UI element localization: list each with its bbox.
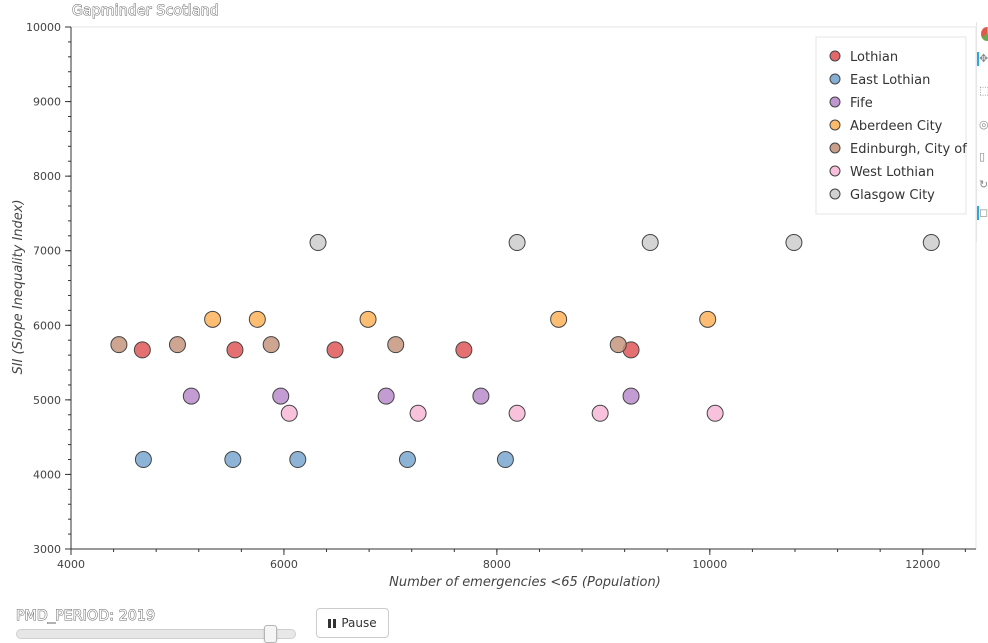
x-tick-label: 8000	[483, 558, 511, 571]
legend-marker	[829, 119, 841, 131]
data-point	[272, 387, 290, 405]
scatter-chart: 3000 4000 5000 6000 7000 8000 9000 10000 4000 600…	[11, 21, 977, 590]
toolbar: ✥ ⬚ ◎ ▯ ↻ ◻	[976, 22, 988, 242]
slider-handle[interactable]	[263, 625, 277, 643]
data-point	[182, 387, 200, 405]
pause-button-label: Pause	[341, 616, 377, 630]
data-point	[508, 234, 526, 252]
data-point	[455, 341, 473, 359]
data-point	[133, 341, 151, 359]
y-tick-label: 10000	[26, 21, 61, 34]
legend-label: Fife	[850, 96, 873, 111]
data-point	[262, 336, 280, 354]
y-tick-label: 3000	[33, 543, 61, 556]
y-tick-label: 9000	[33, 96, 61, 109]
legend-marker	[829, 50, 841, 62]
legend-marker	[829, 142, 841, 154]
legend-label: Edinburgh, City of	[850, 142, 967, 157]
data-point	[224, 451, 242, 469]
y-tick-label: 4000	[33, 468, 61, 481]
pause-icon	[328, 618, 337, 628]
data-point	[609, 336, 627, 354]
pan-icon[interactable]: ✥	[977, 52, 988, 66]
legend-marker	[829, 96, 841, 108]
period-slider[interactable]	[16, 625, 296, 643]
x-tick-label: 4000	[57, 558, 85, 571]
data-point	[387, 336, 405, 354]
box-zoom-icon[interactable]: ⬚	[979, 84, 988, 97]
bokeh-logo-icon	[981, 27, 988, 41]
pause-button[interactable]: Pause	[316, 608, 389, 638]
y-tick-label: 8000	[33, 170, 61, 183]
y-tick-label: 5000	[33, 394, 61, 407]
data-point	[622, 387, 640, 405]
y-tick-label: 6000	[33, 319, 61, 332]
legend-marker	[829, 73, 841, 85]
save-icon[interactable]: ▯	[979, 150, 986, 163]
x-tick-label: 12000	[905, 558, 940, 571]
legend-marker	[829, 188, 841, 200]
hover-icon[interactable]: ◻	[977, 206, 988, 220]
axes: 3000 4000 5000 6000 7000 8000 9000 10000 4000 600…	[26, 21, 976, 571]
legend-label: East Lothian	[850, 73, 930, 88]
data-point	[248, 310, 266, 328]
data-point	[785, 234, 803, 252]
data-point	[706, 404, 724, 422]
slider-fill	[17, 630, 270, 638]
data-point	[168, 336, 186, 354]
x-tick-label: 10000	[692, 558, 727, 571]
data-point	[641, 234, 659, 252]
legend-label: Glasgow City	[850, 188, 935, 203]
x-tick-label: 6000	[270, 558, 298, 571]
x-axis-label: Number of emergencies <65 (Population)	[389, 575, 661, 590]
legend-box	[815, 36, 967, 215]
data-point	[134, 451, 152, 469]
reset-icon[interactable]: ↻	[979, 178, 988, 191]
legend: Lothian East Lothian Fife Aberdeen City Edin…	[815, 36, 967, 215]
data-point	[110, 336, 128, 354]
data-point	[922, 234, 940, 252]
data-point	[309, 234, 327, 252]
legend-marker	[829, 165, 841, 177]
data-point	[226, 341, 244, 359]
chart-title: Gapminder Scotland	[72, 3, 220, 20]
data-point	[409, 404, 427, 422]
legend-label: West Lothian	[850, 165, 934, 180]
data-point	[472, 387, 490, 405]
data-point	[508, 404, 526, 422]
data-point	[359, 310, 377, 328]
data-point	[550, 310, 568, 328]
legend-label: Aberdeen City	[850, 119, 943, 134]
data-point	[699, 310, 717, 328]
y-axis-label: SII (Slope Inequality Index)	[11, 199, 26, 374]
data-points	[110, 234, 940, 469]
slider-label: PMD_PERIOD: 2019	[15, 608, 156, 625]
data-point	[591, 404, 609, 422]
data-point	[326, 341, 344, 359]
wheel-zoom-icon[interactable]: ◎	[979, 118, 988, 131]
data-point	[204, 310, 222, 328]
data-point	[496, 451, 514, 469]
legend-label: Lothian	[850, 50, 898, 65]
data-point	[398, 451, 416, 469]
data-point	[289, 451, 307, 469]
y-tick-label: 7000	[33, 245, 61, 258]
data-point	[377, 387, 395, 405]
data-point	[280, 404, 298, 422]
